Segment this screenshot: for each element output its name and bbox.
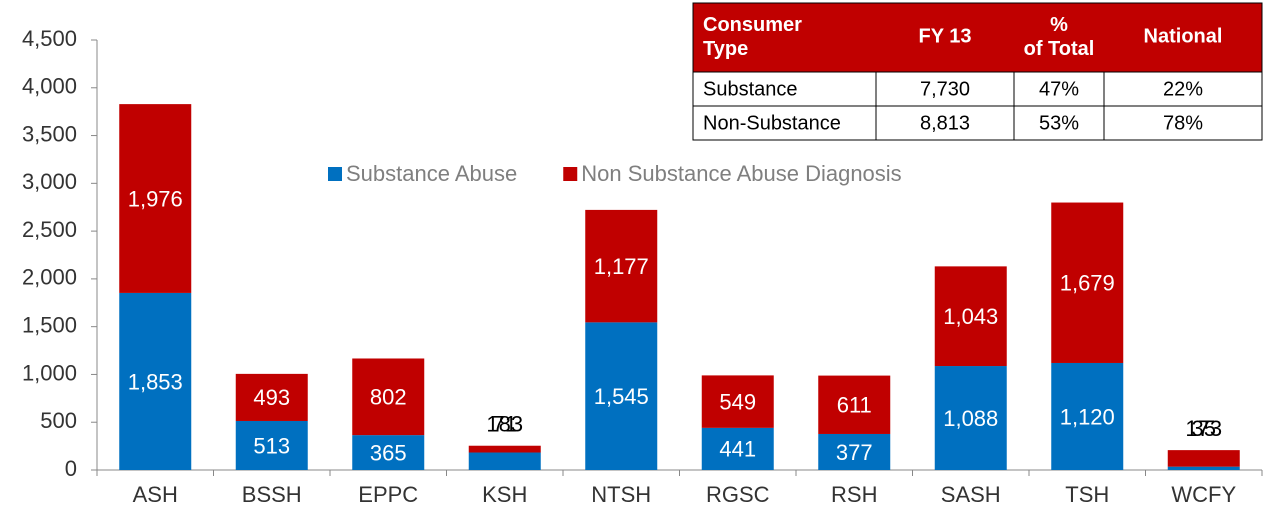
- y-tick-label: 2,500: [22, 217, 77, 242]
- data-label: 611: [837, 393, 872, 418]
- table-cell: Substance: [703, 78, 798, 100]
- data-label: 35: [1192, 416, 1216, 441]
- data-label: 1,088: [943, 406, 998, 431]
- x-tick-label: TSH: [1065, 482, 1109, 507]
- table-cell: 78%: [1163, 112, 1203, 134]
- y-tick-label: 2,000: [22, 265, 77, 290]
- x-tick-label: ASH: [133, 482, 178, 507]
- legend-swatch: [328, 167, 342, 181]
- bar-segment: [701, 375, 774, 428]
- x-tick-label: WCFY: [1171, 482, 1236, 507]
- legend-label: Non Substance Abuse Diagnosis: [581, 161, 901, 186]
- data-label: 549: [719, 389, 756, 414]
- bar-segment: [818, 375, 891, 434]
- table-cell: 53%: [1039, 112, 1079, 134]
- data-label: 365: [370, 440, 407, 465]
- x-tick-label: RGSC: [706, 482, 770, 507]
- bar-segment: [468, 452, 541, 470]
- data-label: 513: [253, 433, 290, 458]
- y-tick-label: 1,500: [22, 312, 77, 337]
- bar-segment: [1051, 202, 1124, 363]
- bar-segment: [468, 445, 541, 453]
- y-tick-label: 3,000: [22, 169, 77, 194]
- bar-segment: [1167, 466, 1240, 470]
- y-tick-label: 0: [65, 456, 77, 481]
- bar-segment: [352, 435, 425, 470]
- data-label: 1,853: [128, 369, 183, 394]
- data-label: 71: [493, 412, 517, 437]
- x-tick-label: NTSH: [591, 482, 651, 507]
- bar-segment: [1051, 362, 1124, 470]
- legend-swatch: [563, 167, 578, 181]
- data-label: 1,177: [594, 254, 649, 279]
- table-cell: Non-Substance: [703, 112, 841, 134]
- data-label: 173: [1185, 416, 1222, 441]
- x-tick-label: KSH: [482, 482, 527, 507]
- data-label: 1,976: [128, 186, 183, 211]
- bar-segment: [585, 209, 658, 323]
- legend-label: Substance Abuse: [346, 161, 517, 186]
- bar-segment: [934, 266, 1007, 367]
- y-tick-label: 3,500: [22, 121, 77, 146]
- y-tick-label: 500: [40, 408, 77, 433]
- x-tick-label: BSSH: [242, 482, 302, 507]
- data-label: 802: [370, 385, 407, 410]
- bar-segment: [235, 420, 308, 470]
- table-cell: 8,813: [920, 112, 970, 134]
- summary-table: [692, 2, 1263, 141]
- data-label: 1,120: [1060, 404, 1115, 429]
- bar-segment: [119, 292, 192, 470]
- table-header: Consumer Type: [703, 14, 802, 60]
- table-header: FY 13: [919, 25, 972, 47]
- bar-segment: [235, 373, 308, 421]
- data-label: 1,043: [943, 304, 998, 329]
- y-tick-label: 4,000: [22, 74, 77, 99]
- bar-segment: [934, 366, 1007, 470]
- bar-segment: [352, 358, 425, 436]
- y-tick-label: 4,500: [22, 26, 77, 51]
- data-label: 441: [719, 437, 756, 462]
- bar-segment: [1167, 450, 1240, 467]
- data-label: 1,545: [594, 384, 649, 409]
- table-cell: 7,730: [920, 78, 970, 100]
- bar-segment: [701, 427, 774, 470]
- x-tick-label: EPPC: [358, 482, 418, 507]
- data-label: 377: [836, 440, 873, 465]
- table-header: % of Total: [1024, 14, 1095, 60]
- table-cell: 47%: [1039, 78, 1079, 100]
- bar-segment: [585, 322, 658, 470]
- data-label: 183: [486, 412, 523, 437]
- data-label: 1,679: [1060, 271, 1115, 296]
- table-header: National: [1144, 25, 1223, 47]
- bar-segment: [119, 104, 192, 293]
- data-label: 493: [253, 385, 290, 410]
- y-tick-label: 1,000: [22, 360, 77, 385]
- x-tick-label: SASH: [941, 482, 1001, 507]
- bar-segment: [818, 433, 891, 470]
- x-tick-label: RSH: [831, 482, 877, 507]
- table-header-bg: [693, 3, 1262, 72]
- table-cell: 22%: [1163, 78, 1203, 100]
